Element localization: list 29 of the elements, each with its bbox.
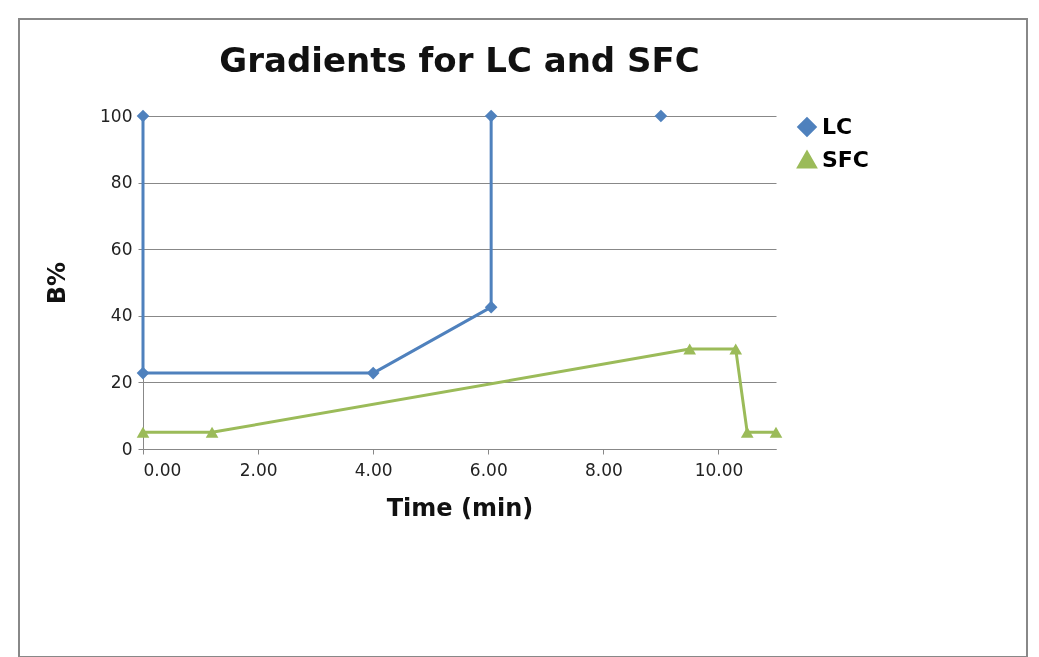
x-tick-label: 6.00: [469, 459, 508, 480]
x-tick-label: 10.00: [694, 459, 744, 480]
x-tick-label: 8.00: [584, 459, 623, 480]
point: [729, 343, 743, 355]
point: [136, 366, 150, 380]
legend-label: SFC: [822, 147, 870, 172]
x-axis-title: Time (min): [386, 493, 534, 522]
legend-label: LC: [822, 114, 853, 139]
y-tick-label: 100: [100, 105, 133, 126]
y-tick-label: 80: [110, 172, 133, 193]
point: [484, 300, 498, 314]
point: [484, 109, 498, 123]
point: [740, 426, 754, 438]
x-tick-label: 2.00: [239, 459, 278, 480]
y-tick-label: 40: [110, 305, 133, 326]
point: [205, 426, 219, 438]
x-tick-label: 0.00: [143, 459, 182, 480]
point: [366, 366, 380, 380]
point: [683, 343, 697, 355]
y-tick-label: 20: [110, 371, 133, 392]
y-tick-label: 0: [121, 438, 133, 459]
point: [654, 109, 668, 123]
chart-title: Gradients for LC and SFC: [219, 40, 700, 80]
point: [136, 109, 150, 123]
y-axis-title: B%: [43, 261, 72, 305]
y-tick-label: 60: [110, 238, 133, 259]
point: [769, 426, 783, 438]
x-tick-label: 4.00: [354, 459, 393, 480]
point: [136, 426, 150, 438]
